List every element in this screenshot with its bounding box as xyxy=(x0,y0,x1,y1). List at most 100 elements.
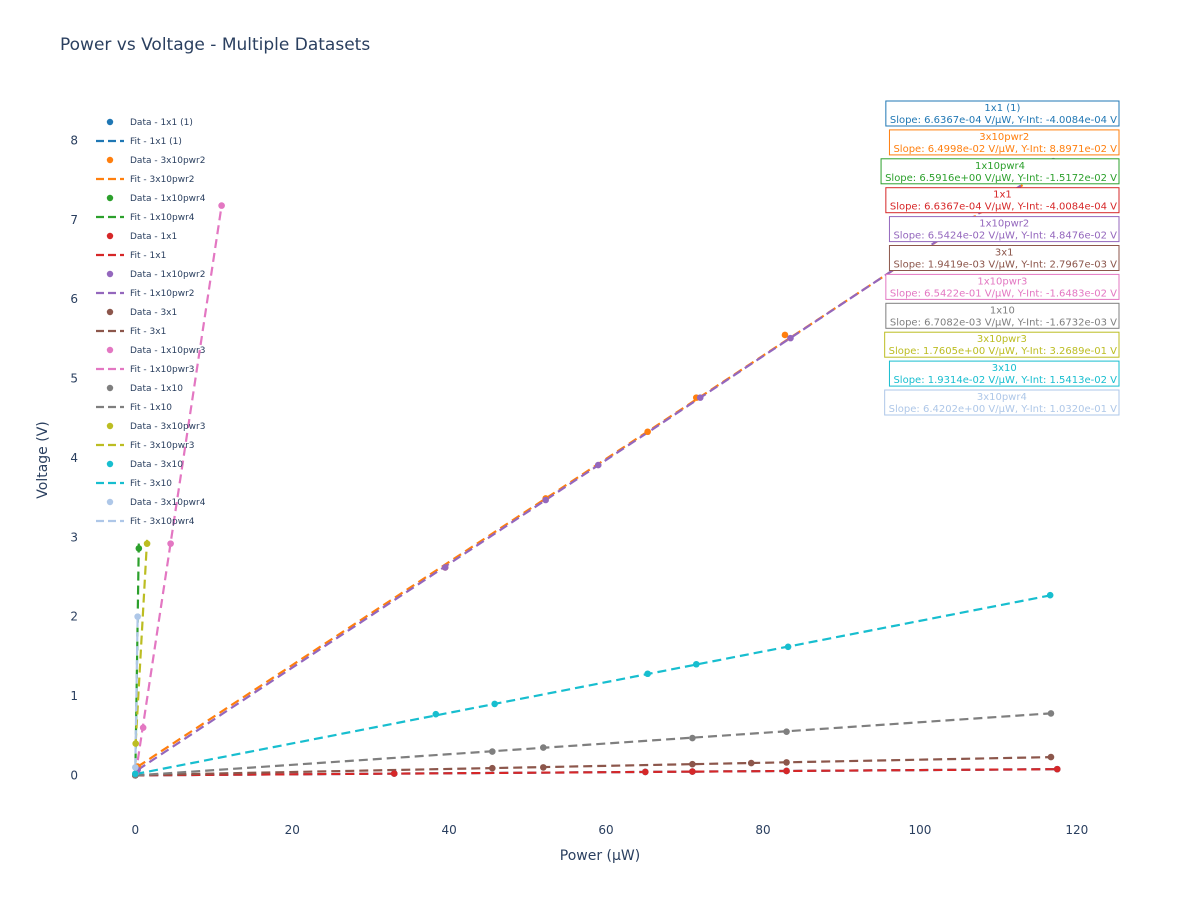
data-point xyxy=(491,700,498,708)
legend-marker xyxy=(106,156,114,164)
x-tick-label: 40 xyxy=(442,823,457,837)
data-point xyxy=(696,394,704,401)
annotation-name: 1x10 xyxy=(990,305,1015,316)
annotation-box xyxy=(885,100,1120,127)
legend-label: Fit - 1x1 xyxy=(130,251,166,261)
fit-line xyxy=(134,614,139,768)
annotation-detail: Slope: 6.4202e+00 V/μW, Y-Int: 1.0320e-0… xyxy=(889,404,1117,415)
fit-line xyxy=(135,768,1058,777)
fit-annotation: Slope: 6.7082e-03 V/μW, Y-Int: -1.6732e-… xyxy=(885,302,1120,329)
data-point xyxy=(390,770,398,777)
legend-marker xyxy=(106,232,114,240)
legend-item: Fit - 1x1 (1) xyxy=(96,137,182,147)
fit-annotation: Slope: 6.4998e-02 V/μW, Y-Int: 8.8971e-0… xyxy=(888,129,1120,156)
x-tick-label: 0 xyxy=(131,823,139,837)
legend-label: Fit - 3x10 xyxy=(130,479,172,489)
legend-label: Data - 3x10pwr2 xyxy=(130,156,205,166)
x-tick-label: 100 xyxy=(908,823,931,837)
y-tick-label: 3 xyxy=(70,530,78,544)
annotation-detail: Slope: 6.7082e-03 V/μW, Y-Int: -1.6732e-… xyxy=(890,317,1117,328)
legend-label: Data - 1x10pwr3 xyxy=(130,346,205,356)
legend-label: Data - 3x10 xyxy=(130,460,183,470)
y-tick-label: 4 xyxy=(70,451,78,465)
annotation-name: 3x10pwr3 xyxy=(977,334,1027,345)
fit-line xyxy=(135,768,1058,777)
legend-item: Data - 1x10pwr3 xyxy=(106,346,205,356)
annotation-box xyxy=(880,158,1120,185)
data-point xyxy=(644,428,651,436)
fit-line xyxy=(134,539,149,743)
legend-item: Data - 3x1 xyxy=(106,308,177,318)
data-point xyxy=(540,764,547,771)
legend-item: Fit - 3x1 xyxy=(96,327,166,337)
annotation-detail: Slope: 6.4998e-02 V/μW, Y-Int: 8.8971e-0… xyxy=(893,144,1117,155)
legend-item: Fit - 3x10pwr4 xyxy=(96,517,195,527)
annotation-name: 3x10 xyxy=(992,363,1017,374)
legend-marker xyxy=(106,460,114,468)
data-point xyxy=(783,759,790,766)
data-point xyxy=(134,613,141,620)
legend-item: Data - 3x10pwr3 xyxy=(106,422,205,432)
fit-annotation: Slope: 1.9314e-02 V/μW, Y-Int: 1.5413e-0… xyxy=(888,360,1120,387)
data-point xyxy=(1047,710,1055,717)
legend-item: Fit - 3x10 xyxy=(96,479,172,489)
series-layer xyxy=(132,157,1061,779)
y-tick-label: 6 xyxy=(70,292,78,306)
fit-line xyxy=(135,594,1051,776)
fit-annotation: Slope: 6.5424e-02 V/μW, Y-Int: 4.8476e-0… xyxy=(888,216,1120,243)
legend-label: Data - 1x1 xyxy=(130,232,177,242)
x-tick-label: 60 xyxy=(598,823,613,837)
data-point xyxy=(489,748,496,755)
legend-label: Fit - 3x10pwr3 xyxy=(130,441,195,451)
legend-label: Fit - 1x10pwr2 xyxy=(130,289,195,299)
annotation-name: 1x1 xyxy=(993,190,1012,201)
annotation-name: 3x1 xyxy=(995,248,1014,259)
legend-label: Fit - 3x1 xyxy=(130,327,166,337)
legend-item: Fit - 3x10pwr2 xyxy=(96,175,195,185)
axes: 0 20 40 60 80 100 120 0 1 2 3 4 5 6 7 8 xyxy=(70,134,1088,837)
data-point xyxy=(689,734,696,742)
legend-marker xyxy=(106,346,114,354)
legend-marker xyxy=(106,422,114,430)
legend-label: Fit - 1x10pwr4 xyxy=(130,213,195,223)
legend-label: Fit - 3x10pwr2 xyxy=(130,175,195,185)
y-tick-label: 5 xyxy=(70,372,78,386)
legend-item: Fit - 1x10pwr2 xyxy=(96,289,195,299)
legend-label: Data - 3x1 xyxy=(130,308,177,318)
y-axis-label: Voltage (V) xyxy=(35,421,51,498)
data-point xyxy=(167,540,174,547)
data-point xyxy=(542,496,549,504)
annotation-name: 1x1 (1) xyxy=(984,103,1020,114)
data-point xyxy=(218,202,225,209)
fit-annotation: Slope: 1.7605e+00 V/μW, Y-Int: 3.2689e-0… xyxy=(884,331,1120,358)
legend: Data - 1x1 (1) Fit - 1x1 (1) Data - 3x10pw… xyxy=(96,118,206,527)
annotation-name: 1x10pwr4 xyxy=(975,161,1025,172)
annotation-detail: Slope: 6.6367e-04 V/μW, Y-Int: -4.0084e-… xyxy=(890,115,1117,126)
annotations: Slope: 6.6367e-04 V/μW, Y-Int: -4.0084e-… xyxy=(880,100,1120,416)
fit-annotation: Slope: 6.4202e+00 V/μW, Y-Int: 1.0320e-0… xyxy=(884,389,1120,416)
fit-annotation: Slope: 6.6367e-04 V/μW, Y-Int: -4.0084e-… xyxy=(885,187,1120,214)
data-point xyxy=(135,545,143,552)
data-point xyxy=(781,331,789,339)
fit-line xyxy=(135,756,1051,777)
fit-annotation: Slope: 6.5916e+00 V/μW, Y-Int: -1.5172e-… xyxy=(880,158,1120,185)
data-point xyxy=(132,740,139,747)
legend-item: Fit - 1x1 xyxy=(96,251,166,261)
data-point xyxy=(441,564,449,571)
annotation-box xyxy=(885,187,1120,214)
y-tick-label: 0 xyxy=(70,768,78,782)
data-point xyxy=(1053,765,1061,773)
legend-item: Fit - 3x10pwr3 xyxy=(96,441,195,451)
annotation-box xyxy=(888,129,1120,156)
legend-label: Data - 3x10pwr4 xyxy=(130,498,206,508)
data-point xyxy=(783,767,790,775)
data-point xyxy=(594,461,602,469)
data-point xyxy=(747,759,755,767)
annotation-detail: Slope: 6.5916e+00 V/μW, Y-Int: -1.5172e-… xyxy=(885,173,1117,184)
legend-item: Fit - 1x10pwr3 xyxy=(96,365,195,375)
legend-item: Data - 3x10pwr4 xyxy=(106,498,206,508)
fit-line xyxy=(135,712,1052,777)
fit-annotation: Slope: 6.5422e-01 V/μW, Y-Int: -1.6483e-… xyxy=(885,273,1120,300)
annotation-name: 3x10pwr2 xyxy=(979,132,1029,143)
